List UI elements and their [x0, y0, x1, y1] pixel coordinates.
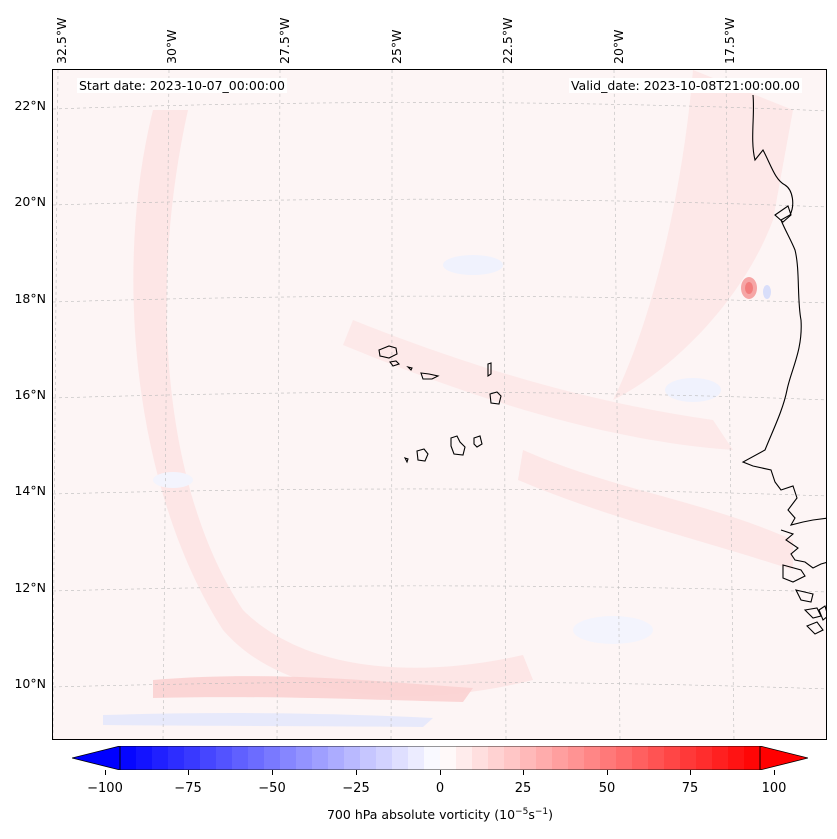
- colorbar-cell: [328, 746, 345, 770]
- valid-date-text: Valid_date: 2023-10-08T21:00:00.00: [568, 78, 802, 93]
- lon-label-17-5w: 17.5°W: [722, 17, 737, 64]
- colorbar-tick-label: −75: [174, 781, 202, 796]
- colorbar-tick-label: 25: [514, 781, 532, 796]
- map-panel: Start date: 2023-10-07_00:00:00 Valid_da…: [52, 69, 827, 740]
- colorbar-cell: [696, 746, 713, 770]
- colorbar-tick-label: 0: [435, 781, 445, 796]
- colorbar-tick-mark: [272, 770, 273, 775]
- lat-label-14n: 14°N: [14, 483, 46, 498]
- lon-label-20w: 20°W: [611, 29, 626, 64]
- colorbar-cell: [280, 746, 297, 770]
- vorticity-field: [53, 70, 826, 739]
- colorbar-tick-mark: [105, 770, 106, 775]
- colorbar-tick-label: −100: [87, 781, 123, 796]
- colorbar-cell: [232, 746, 249, 770]
- colorbar-tick-mark: [690, 770, 691, 775]
- lon-label-25w: 25°W: [389, 29, 404, 64]
- colorbar: [72, 746, 808, 770]
- colorbar-label: 700 hPa absolute vorticity (10−5s−1): [326, 807, 553, 823]
- lon-label-22-5w: 22.5°W: [500, 17, 515, 64]
- colorbar-cell: [536, 746, 553, 770]
- colorbar-tick-label: −25: [342, 781, 370, 796]
- vorticity-map: [53, 70, 826, 739]
- colorbar-cell: [360, 746, 377, 770]
- lon-label-27-5w: 27.5°W: [277, 17, 292, 64]
- colorbar-cell: [472, 746, 489, 770]
- colorbar-min-extend: [72, 746, 121, 770]
- colorbar-max-extend: [759, 746, 808, 770]
- colorbar-cell: [408, 746, 425, 770]
- colorbar-cell: [424, 746, 441, 770]
- colorbar-cell: [552, 746, 569, 770]
- colorbar-cell: [440, 746, 457, 770]
- colorbar-cell: [520, 746, 537, 770]
- colorbar-cell: [296, 746, 313, 770]
- lat-label-10n: 10°N: [14, 676, 46, 691]
- colorbar-cell: [216, 746, 233, 770]
- colorbar-cell: [376, 746, 393, 770]
- colorbar-cell: [584, 746, 601, 770]
- lat-label-12n: 12°N: [14, 580, 46, 595]
- colorbar-tick-mark: [188, 770, 189, 775]
- colorbar-cell: [120, 746, 137, 770]
- colorbar-cell: [664, 746, 681, 770]
- start-date-text: Start date: 2023-10-07_00:00:00: [77, 78, 287, 93]
- lon-label-30w: 30°W: [164, 29, 179, 64]
- colorbar-tick-label: 50: [598, 781, 616, 796]
- cape-verde-islands: [378, 345, 502, 464]
- colorbar-cell: [600, 746, 617, 770]
- colorbar-cell: [200, 746, 217, 770]
- colorbar-cell: [648, 746, 665, 770]
- colorbar-cell: [152, 746, 169, 770]
- african-coastline: [741, 94, 826, 635]
- colorbar-cell: [728, 746, 745, 770]
- colorbar-cell: [456, 746, 473, 770]
- colorbar-cell: [136, 746, 153, 770]
- colorbar-tick-mark: [440, 770, 441, 775]
- colorbar-cell: [504, 746, 521, 770]
- colorbar-cell: [184, 746, 201, 770]
- colorbar-cell: [568, 746, 585, 770]
- colorbar-cell: [632, 746, 649, 770]
- colorbar-cell: [344, 746, 361, 770]
- colorbar-tick-mark: [523, 770, 524, 775]
- colorbar-cell: [616, 746, 633, 770]
- colorbar-cell: [264, 746, 281, 770]
- lat-label-16n: 16°N: [14, 387, 46, 402]
- colorbar-tick-label: 100: [761, 781, 787, 796]
- colorbar-tick-mark: [356, 770, 357, 775]
- lon-label-32-5w: 32.5°W: [54, 17, 69, 64]
- gridlines: [53, 70, 826, 739]
- colorbar-cell: [248, 746, 265, 770]
- colorbar-cell: [488, 746, 505, 770]
- colorbar-tick-label: 75: [681, 781, 699, 796]
- colorbar-cell: [392, 746, 409, 770]
- colorbar-cell: [168, 746, 185, 770]
- colorbar-tick-mark: [774, 770, 775, 775]
- colorbar-cell: [744, 746, 761, 770]
- colorbar-cell: [312, 746, 329, 770]
- colorbar-tick-mark: [607, 770, 608, 775]
- lat-label-18n: 18°N: [14, 291, 46, 306]
- lat-label-20n: 20°N: [14, 194, 46, 209]
- colorbar-cell: [680, 746, 697, 770]
- colorbar-cell: [712, 746, 729, 770]
- colorbar-tick-label: −50: [258, 781, 286, 796]
- lat-label-22n: 22°N: [14, 98, 46, 113]
